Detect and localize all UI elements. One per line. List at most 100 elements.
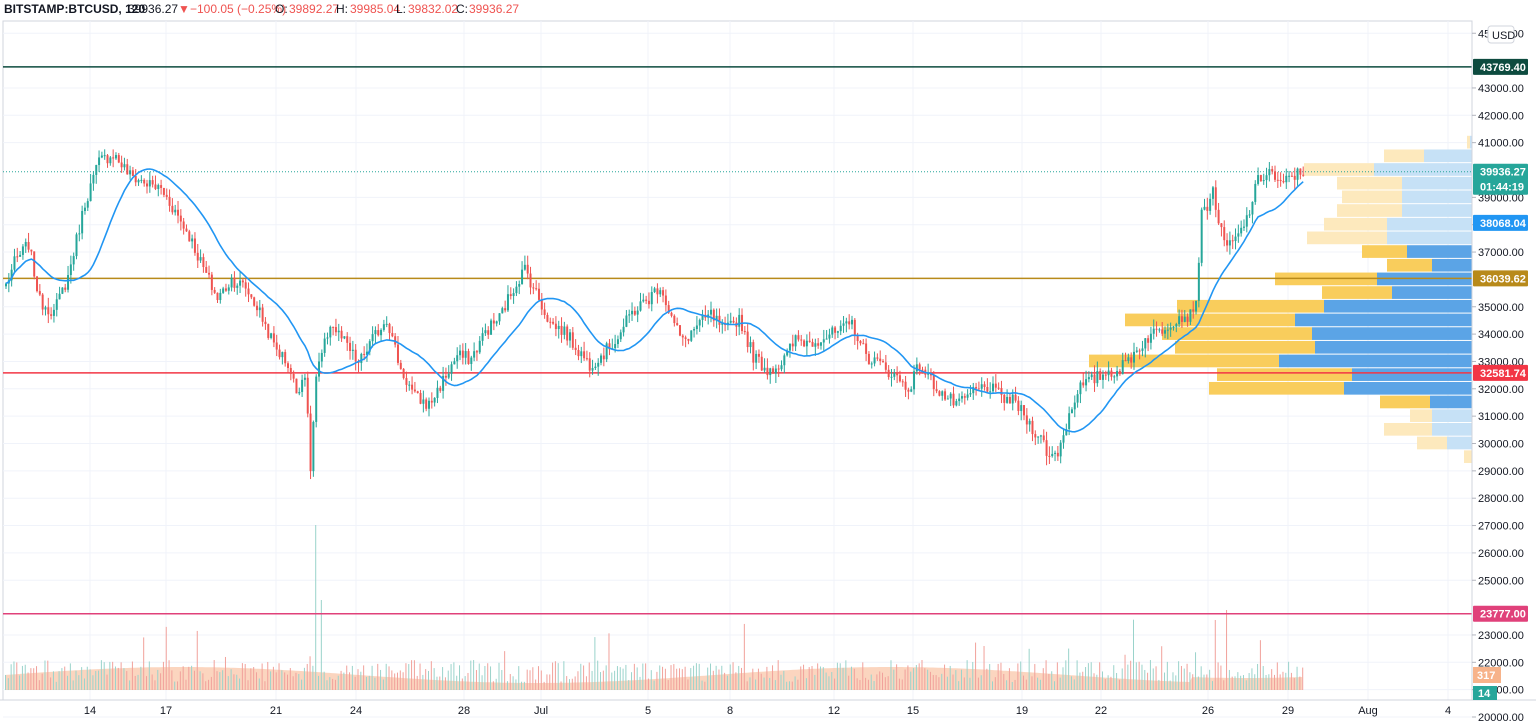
candle-body <box>475 351 478 353</box>
volume-bar <box>230 669 232 690</box>
volume-bar <box>628 680 630 690</box>
candle-body <box>470 357 473 364</box>
volume-bar <box>1006 680 1008 690</box>
volume-bar <box>571 678 573 690</box>
candle-body <box>673 315 676 324</box>
volume-bar <box>89 669 91 690</box>
candle-body <box>577 349 580 357</box>
volume-bar <box>1023 675 1025 690</box>
volume-bar <box>318 675 320 690</box>
candle-body <box>552 321 555 324</box>
candle-body <box>174 209 177 213</box>
volume-bar <box>540 670 542 690</box>
candle-body <box>380 329 383 336</box>
candle-body <box>526 264 529 274</box>
candle-body <box>162 187 165 195</box>
currency-button[interactable]: USD <box>1487 25 1515 44</box>
profile-down-bar <box>1432 422 1472 436</box>
volume-bar <box>30 668 32 690</box>
candle-body <box>185 228 188 232</box>
volume-bar <box>955 670 957 690</box>
candle-body <box>36 276 39 292</box>
candle-body <box>1220 223 1223 228</box>
candle-body <box>419 393 422 404</box>
candle-body <box>597 362 600 367</box>
candle-body <box>966 394 969 398</box>
candle-body <box>289 367 292 374</box>
candle-body <box>946 398 949 400</box>
volume-bar <box>893 669 895 690</box>
candle-body <box>521 269 524 284</box>
candle-body <box>879 358 882 362</box>
profile-down-bar <box>1430 395 1472 409</box>
price-tick-label: 43000.00 <box>1478 83 1524 95</box>
candle-body <box>1161 329 1164 334</box>
volume-bar <box>199 671 201 690</box>
profile-up-bar <box>1384 422 1432 436</box>
candle-body <box>1211 187 1214 199</box>
volume-bar <box>227 676 229 690</box>
candle-body <box>442 375 445 391</box>
volume-bar <box>1161 646 1163 690</box>
profile-up-bar <box>1125 313 1295 327</box>
volume-bar <box>428 670 429 690</box>
open-value: 39892.27 <box>289 2 339 16</box>
volume-bar <box>444 677 446 690</box>
time-tick-label: Jul <box>534 705 548 717</box>
volume-bar <box>915 664 917 690</box>
volume-bar <box>1127 664 1129 690</box>
volume-bar <box>535 679 537 690</box>
volume-bar <box>179 671 181 690</box>
volume-bar <box>222 670 224 690</box>
candle-body <box>557 325 560 330</box>
candle-body <box>1164 330 1167 334</box>
candle-body <box>498 313 501 322</box>
volume-bar <box>1155 666 1157 690</box>
candle-body <box>997 387 1000 389</box>
volume-bar <box>1113 665 1115 690</box>
volume-bar <box>21 665 23 690</box>
volume-bar <box>1231 676 1233 690</box>
candle-body <box>585 358 588 360</box>
candle-body <box>839 325 842 332</box>
volume-bar <box>380 669 382 690</box>
volume-bar <box>1025 679 1027 690</box>
volume-bar <box>1020 661 1022 690</box>
price-tick-label: 31000.00 <box>1478 411 1524 423</box>
candle-body <box>1231 240 1234 242</box>
volume-bar <box>363 665 365 690</box>
horizontal-levels[interactable] <box>3 66 1472 615</box>
candle-body <box>817 343 820 346</box>
volume-bar <box>233 674 235 690</box>
volume-bar <box>1107 675 1109 690</box>
profile-up-bar <box>1304 163 1374 176</box>
volume-bar <box>391 670 393 690</box>
candle-body <box>690 330 693 341</box>
candle-body <box>191 238 194 242</box>
candle-body <box>140 179 143 181</box>
volume-bar <box>464 676 466 690</box>
volume-bar <box>653 680 655 690</box>
price-tick-label: 32000.00 <box>1478 384 1524 396</box>
profile-down-bar <box>1312 327 1472 340</box>
volume-bar <box>614 670 616 690</box>
candle-body <box>146 183 148 187</box>
candle-body <box>848 321 851 325</box>
volume-bar <box>1282 671 1284 690</box>
candle-body <box>275 342 278 350</box>
candle-body <box>760 356 763 371</box>
time-axis[interactable]: 14 17 21 24 28 Jul 5 8 12 15 19 22 26 29 Aug 4 <box>0 699 1536 717</box>
candle-body <box>281 352 284 358</box>
level-badge-bg <box>1473 58 1528 75</box>
candle-body <box>196 252 199 261</box>
candle-body <box>371 334 374 342</box>
candle-body <box>30 249 33 252</box>
candle-body <box>360 353 363 364</box>
volume-bar <box>72 680 74 690</box>
volume-bar <box>213 660 215 690</box>
candle-body <box>1020 405 1023 411</box>
candle-body <box>941 391 944 396</box>
profile-up-bar <box>1322 286 1392 299</box>
